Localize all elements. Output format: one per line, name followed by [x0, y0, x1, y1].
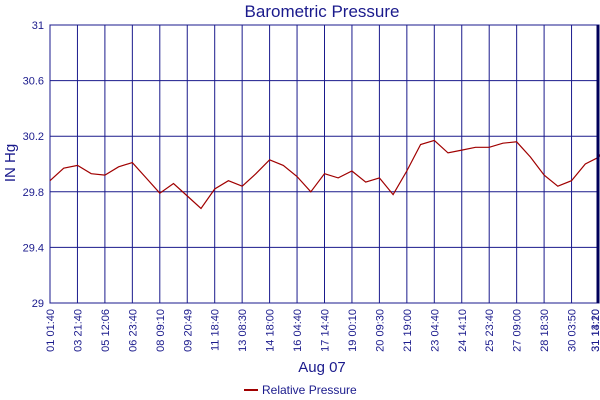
y-tick-labels: 29 29.4 29.8 30.2 30.6 31	[23, 20, 44, 310]
y-tick-label: 29.8	[23, 187, 44, 199]
x-tick-label: 27 09:00	[512, 309, 524, 352]
x-tick-label: 13 08:30	[237, 309, 249, 352]
y-tick-label: 29	[32, 298, 44, 310]
y-tick-label: 29.4	[23, 242, 44, 254]
x-tick-label: 31 13:20	[590, 309, 600, 352]
y-tick-label: 30.2	[23, 131, 44, 143]
x-tick-label: 24 14:10	[457, 309, 469, 352]
x-tick-label: 25 23:40	[484, 309, 496, 352]
x-tick-label: 19 00:10	[347, 309, 359, 352]
x-tick-label: 17 14:40	[320, 309, 332, 352]
x-tick-label: 28 18:30	[539, 309, 551, 352]
x-tick-label: 05 12:06	[100, 309, 112, 352]
x-tick-label: 09 20:49	[182, 309, 194, 352]
x-tick-label: 20 09:30	[374, 309, 386, 352]
x-tick-label: 31 14:10	[590, 309, 600, 352]
series-lines	[49, 139, 600, 210]
x-tick-label: 16 04:40	[292, 309, 304, 352]
series-line	[49, 139, 600, 210]
x-tick-labels: 01 01:40 03 21:40 05 12:06 06 23:40 08 09:10…	[45, 309, 600, 352]
x-tick-label: 14 18:00	[265, 309, 277, 352]
x-tick-label: 30 03:50	[567, 309, 579, 352]
x-tick-label: 06 23:40	[127, 309, 139, 352]
x-tick-label: 11 18:40	[210, 309, 222, 351]
x-tick-label: 21 19:00	[402, 309, 414, 352]
y-axis-label: IN Hg	[2, 144, 19, 182]
y-tick-label: 30.6	[23, 76, 44, 88]
legend: Relative Pressure	[244, 383, 357, 397]
x-tick-label: 23 04:40	[429, 309, 441, 352]
x-tick-label: 01 01:40	[45, 309, 57, 352]
x-axis-label: Aug 07	[298, 359, 346, 376]
legend-label: Relative Pressure	[262, 383, 357, 397]
y-tick-label: 31	[32, 20, 44, 32]
chart-title: Barometric Pressure	[245, 2, 400, 21]
grid-lines	[49, 24, 600, 304]
x-tick-label: 08 09:10	[155, 309, 167, 352]
x-tick-label: 03 21:40	[72, 309, 84, 352]
